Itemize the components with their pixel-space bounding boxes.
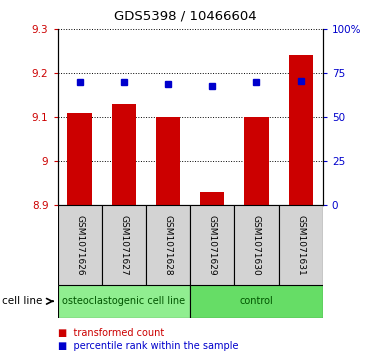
Bar [200, 192, 224, 205]
Text: control: control [240, 296, 273, 306]
Text: ■  percentile rank within the sample: ■ percentile rank within the sample [58, 341, 238, 351]
Bar [58, 285, 190, 318]
Bar [146, 205, 190, 285]
Text: osteoclastogenic cell line: osteoclastogenic cell line [62, 296, 186, 306]
Text: GSM1071629: GSM1071629 [208, 215, 217, 276]
Text: GSM1071627: GSM1071627 [119, 215, 128, 276]
Bar [68, 113, 92, 205]
Bar [58, 205, 102, 285]
Text: cell line: cell line [2, 296, 42, 306]
Bar [112, 104, 136, 205]
Bar [156, 117, 180, 205]
Text: GDS5398 / 10466604: GDS5398 / 10466604 [114, 9, 257, 22]
Bar [102, 205, 146, 285]
Bar [190, 285, 323, 318]
Text: GSM1071630: GSM1071630 [252, 215, 261, 276]
Bar [289, 56, 313, 205]
Text: GSM1071631: GSM1071631 [296, 215, 305, 276]
Text: GSM1071628: GSM1071628 [164, 215, 173, 276]
Bar [234, 205, 279, 285]
Bar [279, 205, 323, 285]
Text: GSM1071626: GSM1071626 [75, 215, 84, 276]
Bar [190, 205, 234, 285]
Text: ■  transformed count: ■ transformed count [58, 328, 164, 338]
Bar [244, 117, 269, 205]
